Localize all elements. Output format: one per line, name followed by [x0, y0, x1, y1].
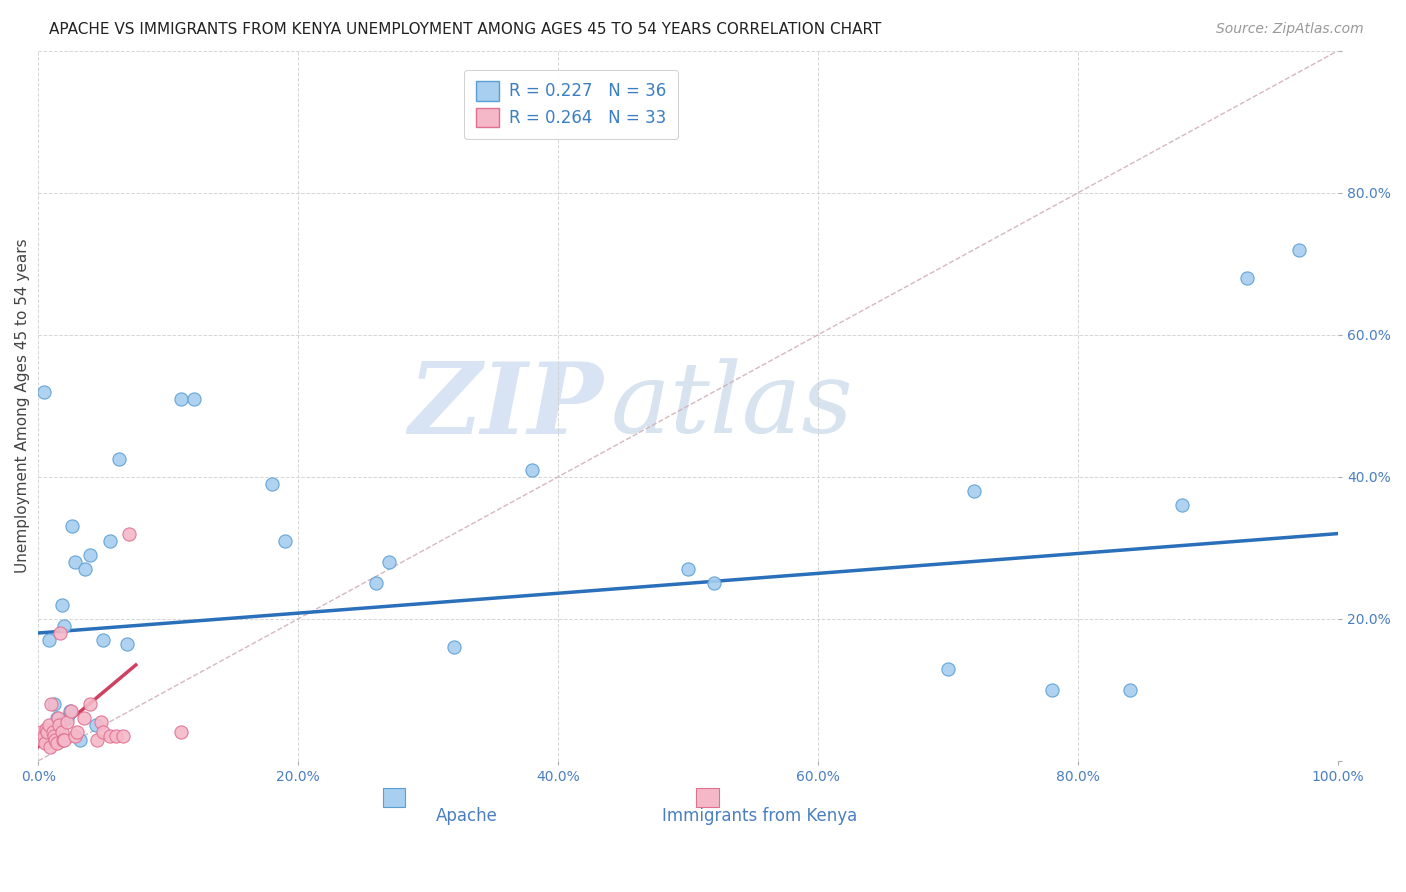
Point	[366, 576, 388, 591]
Point	[30, 725, 52, 739]
Point	[51, 598, 73, 612]
Point	[98, 729, 121, 743]
Point	[58, 704, 80, 718]
Point	[443, 640, 465, 655]
Point	[75, 562, 97, 576]
Point	[66, 725, 89, 739]
Point	[53, 732, 76, 747]
Point	[79, 548, 101, 562]
Point	[73, 711, 96, 725]
Point	[63, 729, 86, 743]
Y-axis label: Unemployment Among Ages 45 to 54 years: Unemployment Among Ages 45 to 54 years	[15, 238, 30, 573]
Point	[183, 392, 205, 406]
Point	[52, 732, 75, 747]
Point	[49, 626, 72, 640]
Text: Source: ZipAtlas.com: Source: ZipAtlas.com	[1216, 22, 1364, 37]
Point	[38, 633, 60, 648]
Point	[56, 711, 79, 725]
Point	[84, 718, 107, 732]
Point	[48, 725, 70, 739]
Point	[111, 729, 134, 743]
Point	[170, 725, 193, 739]
Point	[38, 718, 60, 732]
Point	[51, 725, 73, 739]
Point	[45, 736, 67, 750]
Point	[1119, 682, 1142, 697]
Point	[56, 714, 79, 729]
Point	[41, 725, 63, 739]
Point	[53, 619, 76, 633]
Text: APACHE VS IMMIGRANTS FROM KENYA UNEMPLOYMENT AMONG AGES 45 TO 54 YEARS CORRELATI: APACHE VS IMMIGRANTS FROM KENYA UNEMPLOY…	[49, 22, 882, 37]
Point	[31, 732, 53, 747]
Point	[37, 725, 59, 739]
Point	[34, 736, 56, 750]
Point	[45, 711, 67, 725]
Point	[69, 732, 91, 747]
Point	[676, 562, 699, 576]
Point	[1171, 498, 1194, 512]
Point	[42, 697, 65, 711]
Point	[91, 633, 114, 648]
Point	[1236, 271, 1258, 285]
Point	[118, 526, 141, 541]
Point	[86, 732, 108, 747]
Point	[262, 476, 284, 491]
Legend: R = 0.227   N = 36, R = 0.264   N = 33: R = 0.227 N = 36, R = 0.264 N = 33	[464, 70, 678, 139]
Point	[48, 718, 70, 732]
Point	[98, 533, 121, 548]
Point	[35, 722, 58, 736]
Point	[170, 392, 193, 406]
Point	[41, 697, 63, 711]
Text: Apache: Apache	[436, 807, 498, 825]
Point	[378, 555, 401, 569]
Text: ZIP: ZIP	[409, 358, 603, 454]
Point	[274, 533, 297, 548]
Point	[39, 739, 62, 754]
Text: atlas: atlas	[610, 358, 853, 453]
Point	[105, 729, 128, 743]
Point	[63, 555, 86, 569]
Point	[60, 519, 83, 533]
Point	[90, 714, 112, 729]
Point	[44, 732, 66, 747]
Point	[703, 576, 725, 591]
Point	[32, 729, 55, 743]
Point	[1288, 243, 1310, 257]
Point	[42, 729, 65, 743]
Point	[91, 725, 114, 739]
Point	[936, 661, 959, 675]
Point	[115, 637, 138, 651]
Point	[79, 697, 101, 711]
Point	[32, 384, 55, 399]
Point	[108, 452, 131, 467]
Text: Immigrants from Kenya: Immigrants from Kenya	[662, 807, 858, 825]
Point	[963, 483, 986, 498]
Point	[46, 711, 69, 725]
Point	[1040, 682, 1063, 697]
Point	[59, 704, 82, 718]
Point	[522, 463, 544, 477]
